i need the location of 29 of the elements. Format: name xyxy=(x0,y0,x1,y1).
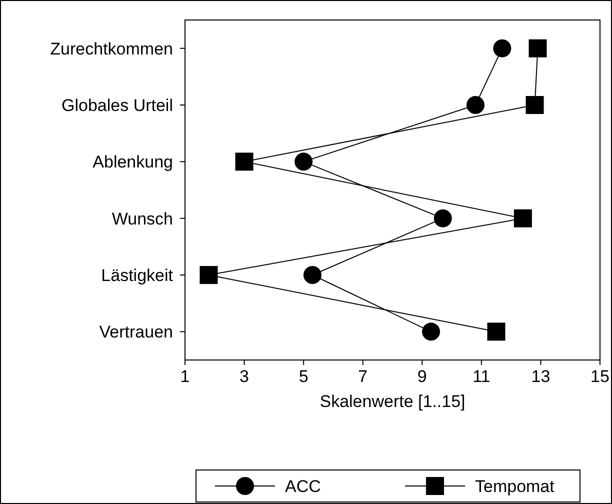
y-tick-label: Wunsch xyxy=(112,209,173,228)
y-tick-label: Zurechtkommen xyxy=(50,39,173,58)
y-tick-label: Globales Urteil xyxy=(62,96,173,115)
point xyxy=(235,152,254,171)
y-tick-label: Vertrauen xyxy=(99,322,173,342)
point xyxy=(200,266,218,284)
x-tick-label: 9 xyxy=(417,367,427,386)
x-tick-label: 15 xyxy=(590,367,610,386)
point xyxy=(434,209,452,228)
point xyxy=(466,96,484,114)
x-tick-label: 5 xyxy=(298,367,308,386)
x-tick-label: 13 xyxy=(531,367,550,386)
point xyxy=(487,322,506,341)
point xyxy=(294,152,313,171)
x-tick-label: 11 xyxy=(472,367,490,386)
point xyxy=(422,322,440,341)
x-axis-title: Skalenwerte [1..15] xyxy=(320,392,466,411)
point xyxy=(303,266,322,284)
point xyxy=(526,96,544,114)
point xyxy=(528,39,547,58)
x-tick-label: 7 xyxy=(358,367,368,386)
legend-label: Tempomat xyxy=(475,476,555,496)
x-tick-label: 1 xyxy=(180,367,190,386)
point xyxy=(514,209,532,228)
point xyxy=(493,39,512,58)
x-tick-label: 3 xyxy=(240,367,250,386)
y-tick-label: Lästigkeit xyxy=(101,266,174,285)
legend-label: ACC xyxy=(285,476,321,496)
y-tick-label: Ablenkung xyxy=(92,152,173,172)
